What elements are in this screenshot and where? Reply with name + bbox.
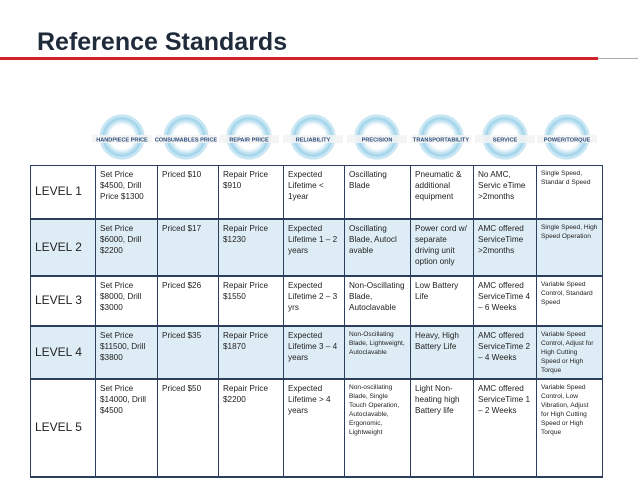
table-cell: Expected Lifetime < 1year	[283, 165, 345, 219]
standards-table: LEVEL 1 Set Price $4500, Drill Price $130…	[30, 165, 603, 478]
table-cell: Set Price $8000, Drill $3000	[95, 275, 158, 326]
table-cell: Set Price $4500, Drill Price $1300	[95, 165, 158, 219]
table-cell: Repair Price $1550	[218, 275, 284, 326]
table-cell: Expected Lifetime 3 – 4 years	[283, 325, 345, 379]
table-row: LEVEL 5 Set Price $14000, Drill $4500 Pric…	[30, 378, 603, 477]
table-cell: AMC offered ServiceTime >2months	[473, 218, 537, 276]
level-cell: LEVEL 4	[30, 325, 96, 379]
table-cell: Expected Lifetime > 4 years	[283, 378, 345, 477]
table-cell: Power cord w/ separate driving unit opti…	[410, 218, 474, 276]
table-cell: Non-oscillating Blade, Single Touch Oper…	[344, 378, 411, 477]
table-row: LEVEL 2 Set Price $6000, Drill $2200 Price…	[30, 218, 603, 276]
table-cell: AMC offered ServiceTime 4 – 6 Weeks	[473, 275, 537, 326]
level-cell: LEVEL 1	[30, 165, 96, 219]
icon-label: REPAIR PRICE	[229, 138, 269, 144]
level-cell: LEVEL 5	[30, 378, 96, 477]
table-row: LEVEL 3 Set Price $8000, Drill $3000 Price…	[30, 275, 603, 326]
table-cell: Heavy, High Battery Life	[410, 325, 474, 379]
title-rule	[0, 57, 598, 60]
icon-label: RELIABILITY	[296, 138, 331, 144]
table-cell: Oscillating Blade, Autocl avable	[344, 218, 411, 276]
table-cell: AMC offered ServiceTime 1 – 2 Weeks	[473, 378, 537, 477]
table-cell: Variable Speed Control, Standard Speed	[536, 275, 603, 326]
table-cell: AMC offered ServiceTime 2 – 4 Weeks	[473, 325, 537, 379]
table-cell: Repair Price $910	[218, 165, 284, 219]
table-cell: Single Speed, Standar d Speed	[536, 165, 603, 219]
icon-label-bar	[537, 135, 597, 143]
icon-label: PRECISION	[362, 138, 393, 144]
table-row: LEVEL 4 Set Price $11500, Drill $3800 Pric…	[30, 325, 603, 379]
table-cell: Priced $50	[157, 378, 219, 477]
icon-label: HANDPIECE PRICE	[96, 138, 148, 144]
table-cell: Variable Speed Control, Low Vibration, A…	[536, 378, 603, 477]
level-cell: LEVEL 3	[30, 275, 96, 326]
level-cell: LEVEL 2	[30, 218, 96, 276]
table-cell: Variable Speed Control, Adjust for High …	[536, 325, 603, 379]
icon-label-bar	[347, 135, 407, 143]
table-cell: Repair Price $1230	[218, 218, 284, 276]
icon-label-bar	[92, 135, 152, 143]
title-rule-end	[598, 58, 638, 59]
table-cell: Pneumatic & additional equipment	[410, 165, 474, 219]
table-cell: Set Price $6000, Drill $2200	[95, 218, 158, 276]
icon-label-bar	[411, 135, 471, 143]
table-cell: Priced $35	[157, 325, 219, 379]
icon-label: POWER/TORQUE	[544, 138, 591, 144]
icon-label-bar	[475, 135, 535, 143]
table-cell: Non-Oscillating Blade, Lightweight, Auto…	[344, 325, 411, 379]
table-cell: Expected Lifetime 1 – 2 years	[283, 218, 345, 276]
table-cell: Light Non-heating high Battery life	[410, 378, 474, 477]
table-cell: Oscillating Blade	[344, 165, 411, 219]
table-cell: Priced $17	[157, 218, 219, 276]
table-cell: Set Price $14000, Drill $4500	[95, 378, 158, 477]
table-cell: Repair Price $1870	[218, 325, 284, 379]
table-cell: Set Price $11500, Drill $3800	[95, 325, 158, 379]
icon-label-bar	[219, 135, 279, 143]
icon-label-bar	[283, 135, 343, 143]
table-cell: Repair Price $2200	[218, 378, 284, 477]
table-cell: Single Speed, High Speed Operation	[536, 218, 603, 276]
icon-label: TRANSPORTABILITY	[413, 138, 469, 144]
slide-title: Reference Standards	[37, 28, 288, 56]
table-cell: Priced $10	[157, 165, 219, 219]
icon-row: HANDPIECE PRICE CONSUMABLES PRICE REPAIR P…	[92, 114, 597, 160]
table-cell: Low Battery Life	[410, 275, 474, 326]
table-row: LEVEL 1 Set Price $4500, Drill Price $130…	[30, 165, 603, 219]
icon-label: SERVICE	[493, 138, 518, 144]
table-cell: Non-Oscillating Blade, Autoclavable	[344, 275, 411, 326]
table-cell: Priced $26	[157, 275, 219, 326]
table-cell: Expected Lifetime 2 – 3 yrs	[283, 275, 345, 326]
icon-label: CONSUMABLES PRICE	[155, 138, 218, 144]
icon-label-bar	[156, 135, 216, 143]
table-cell: No AMC, Servic eTime >2months	[473, 165, 537, 219]
